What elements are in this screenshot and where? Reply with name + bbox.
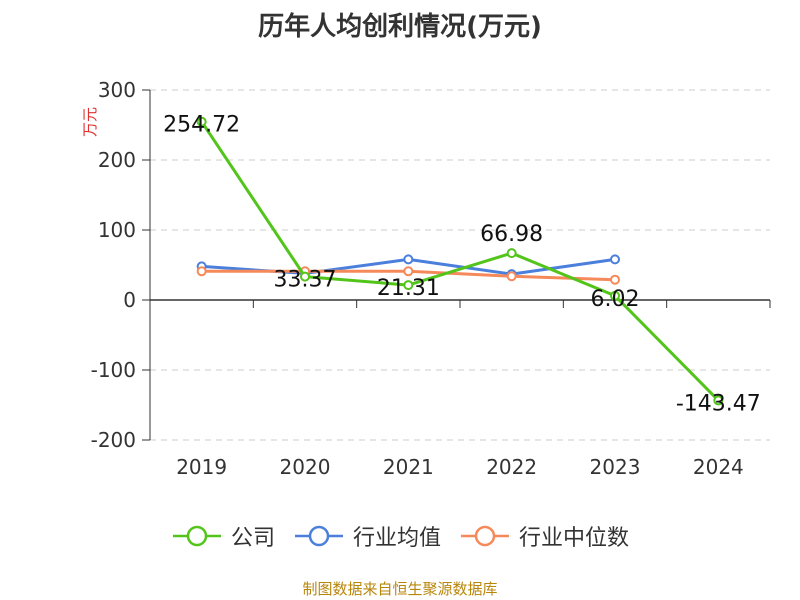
data-point [403, 280, 414, 291]
legend-swatch-icon [172, 525, 221, 547]
legend-item[interactable]: 行业中位数 [459, 520, 629, 552]
series-line-0 [200, 120, 720, 402]
y-tick-label: -100 [91, 358, 136, 382]
data-point [196, 266, 207, 277]
legend-label: 行业均值 [352, 526, 441, 551]
legend-item[interactable]: 行业均值 [293, 520, 441, 552]
data-point [403, 254, 414, 265]
y-tick-label: 200 [98, 148, 136, 172]
legend-label: 行业中位数 [519, 526, 630, 551]
data-label: 21.31 [377, 276, 440, 301]
y-tick-labels: 300 200 100 0 -100 -200 [91, 78, 136, 452]
chart-title: 历年人均创利情况(万元) [258, 12, 542, 42]
data-point [403, 266, 414, 277]
x-tick-label: 2020 [280, 455, 331, 479]
y-tick-label: 300 [98, 78, 136, 102]
x-tick-label: 2022 [486, 455, 537, 479]
data-point [610, 290, 620, 301]
x-tick-label: 2021 [383, 455, 434, 479]
data-label: 6.02 [591, 287, 640, 312]
data-labels: 254.72 33.37 21.31 66.98 6.02 -143.47 [163, 113, 761, 417]
y-tick-label: 0 [123, 288, 136, 312]
source-note: 制图数据来自恒生聚源数据库 [302, 580, 498, 598]
legend: 公司 行业均值 行业中位数 [0, 520, 800, 552]
data-point [713, 395, 724, 406]
y-axis-label: 万元 [81, 107, 99, 137]
data-label: 254.72 [163, 113, 240, 138]
x-tick-labels: 2019 2020 2021 2022 2023 2024 [176, 455, 744, 479]
data-point [506, 248, 517, 259]
x-tick-label: 2024 [693, 455, 744, 479]
legend-swatch-icon [461, 525, 509, 547]
data-label: -143.47 [676, 391, 761, 416]
data-point [300, 271, 310, 282]
legend-swatch-icon [294, 525, 343, 547]
legend-label: 公司 [230, 526, 275, 551]
data-point [506, 271, 517, 282]
axes [142, 89, 771, 441]
data-point [610, 274, 620, 285]
data-point [610, 254, 620, 265]
x-tick-label: 2023 [590, 455, 641, 479]
data-label: 33.37 [274, 268, 337, 293]
y-tick-label: -200 [91, 428, 136, 452]
legend-item[interactable]: 公司 [171, 520, 275, 552]
y-tick-label: 100 [98, 218, 136, 242]
x-tick-label: 2019 [176, 455, 227, 479]
data-label: 66.98 [480, 222, 543, 247]
grid-lines [150, 89, 770, 441]
data-point [196, 116, 207, 127]
series-lines [196, 116, 724, 406]
